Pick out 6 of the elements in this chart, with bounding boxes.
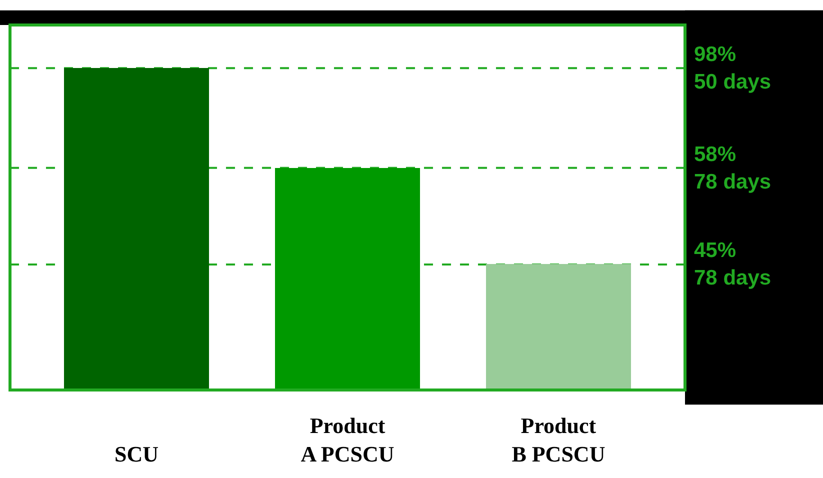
- x-tick-label: SCU: [114, 442, 159, 467]
- ref-line-label: 58% 78 days: [694, 143, 772, 194]
- ref-line-label: 45% 78 days: [694, 239, 772, 290]
- x-tick-label: Product B PCSCU: [512, 413, 606, 467]
- ref-line-label: 98% 50 days: [694, 43, 772, 94]
- x-tick-label: Product A PCSCU: [300, 413, 394, 467]
